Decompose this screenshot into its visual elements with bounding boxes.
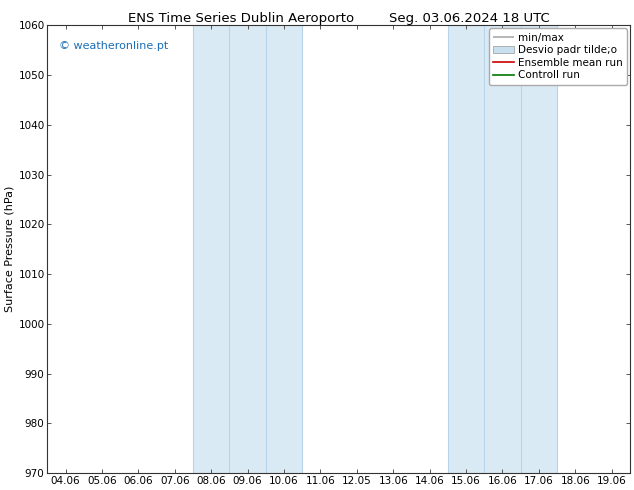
Y-axis label: Surface Pressure (hPa): Surface Pressure (hPa) [4,186,14,312]
Text: © weatheronline.pt: © weatheronline.pt [59,41,168,51]
Legend: min/max, Desvio padr tilde;o, Ensemble mean run, Controll run: min/max, Desvio padr tilde;o, Ensemble m… [489,28,626,85]
Text: ENS Time Series Dublin Aeroporto: ENS Time Series Dublin Aeroporto [128,12,354,25]
Bar [193,25,302,473]
Text: Seg. 03.06.2024 18 UTC: Seg. 03.06.2024 18 UTC [389,12,550,25]
Bar [448,25,557,473]
